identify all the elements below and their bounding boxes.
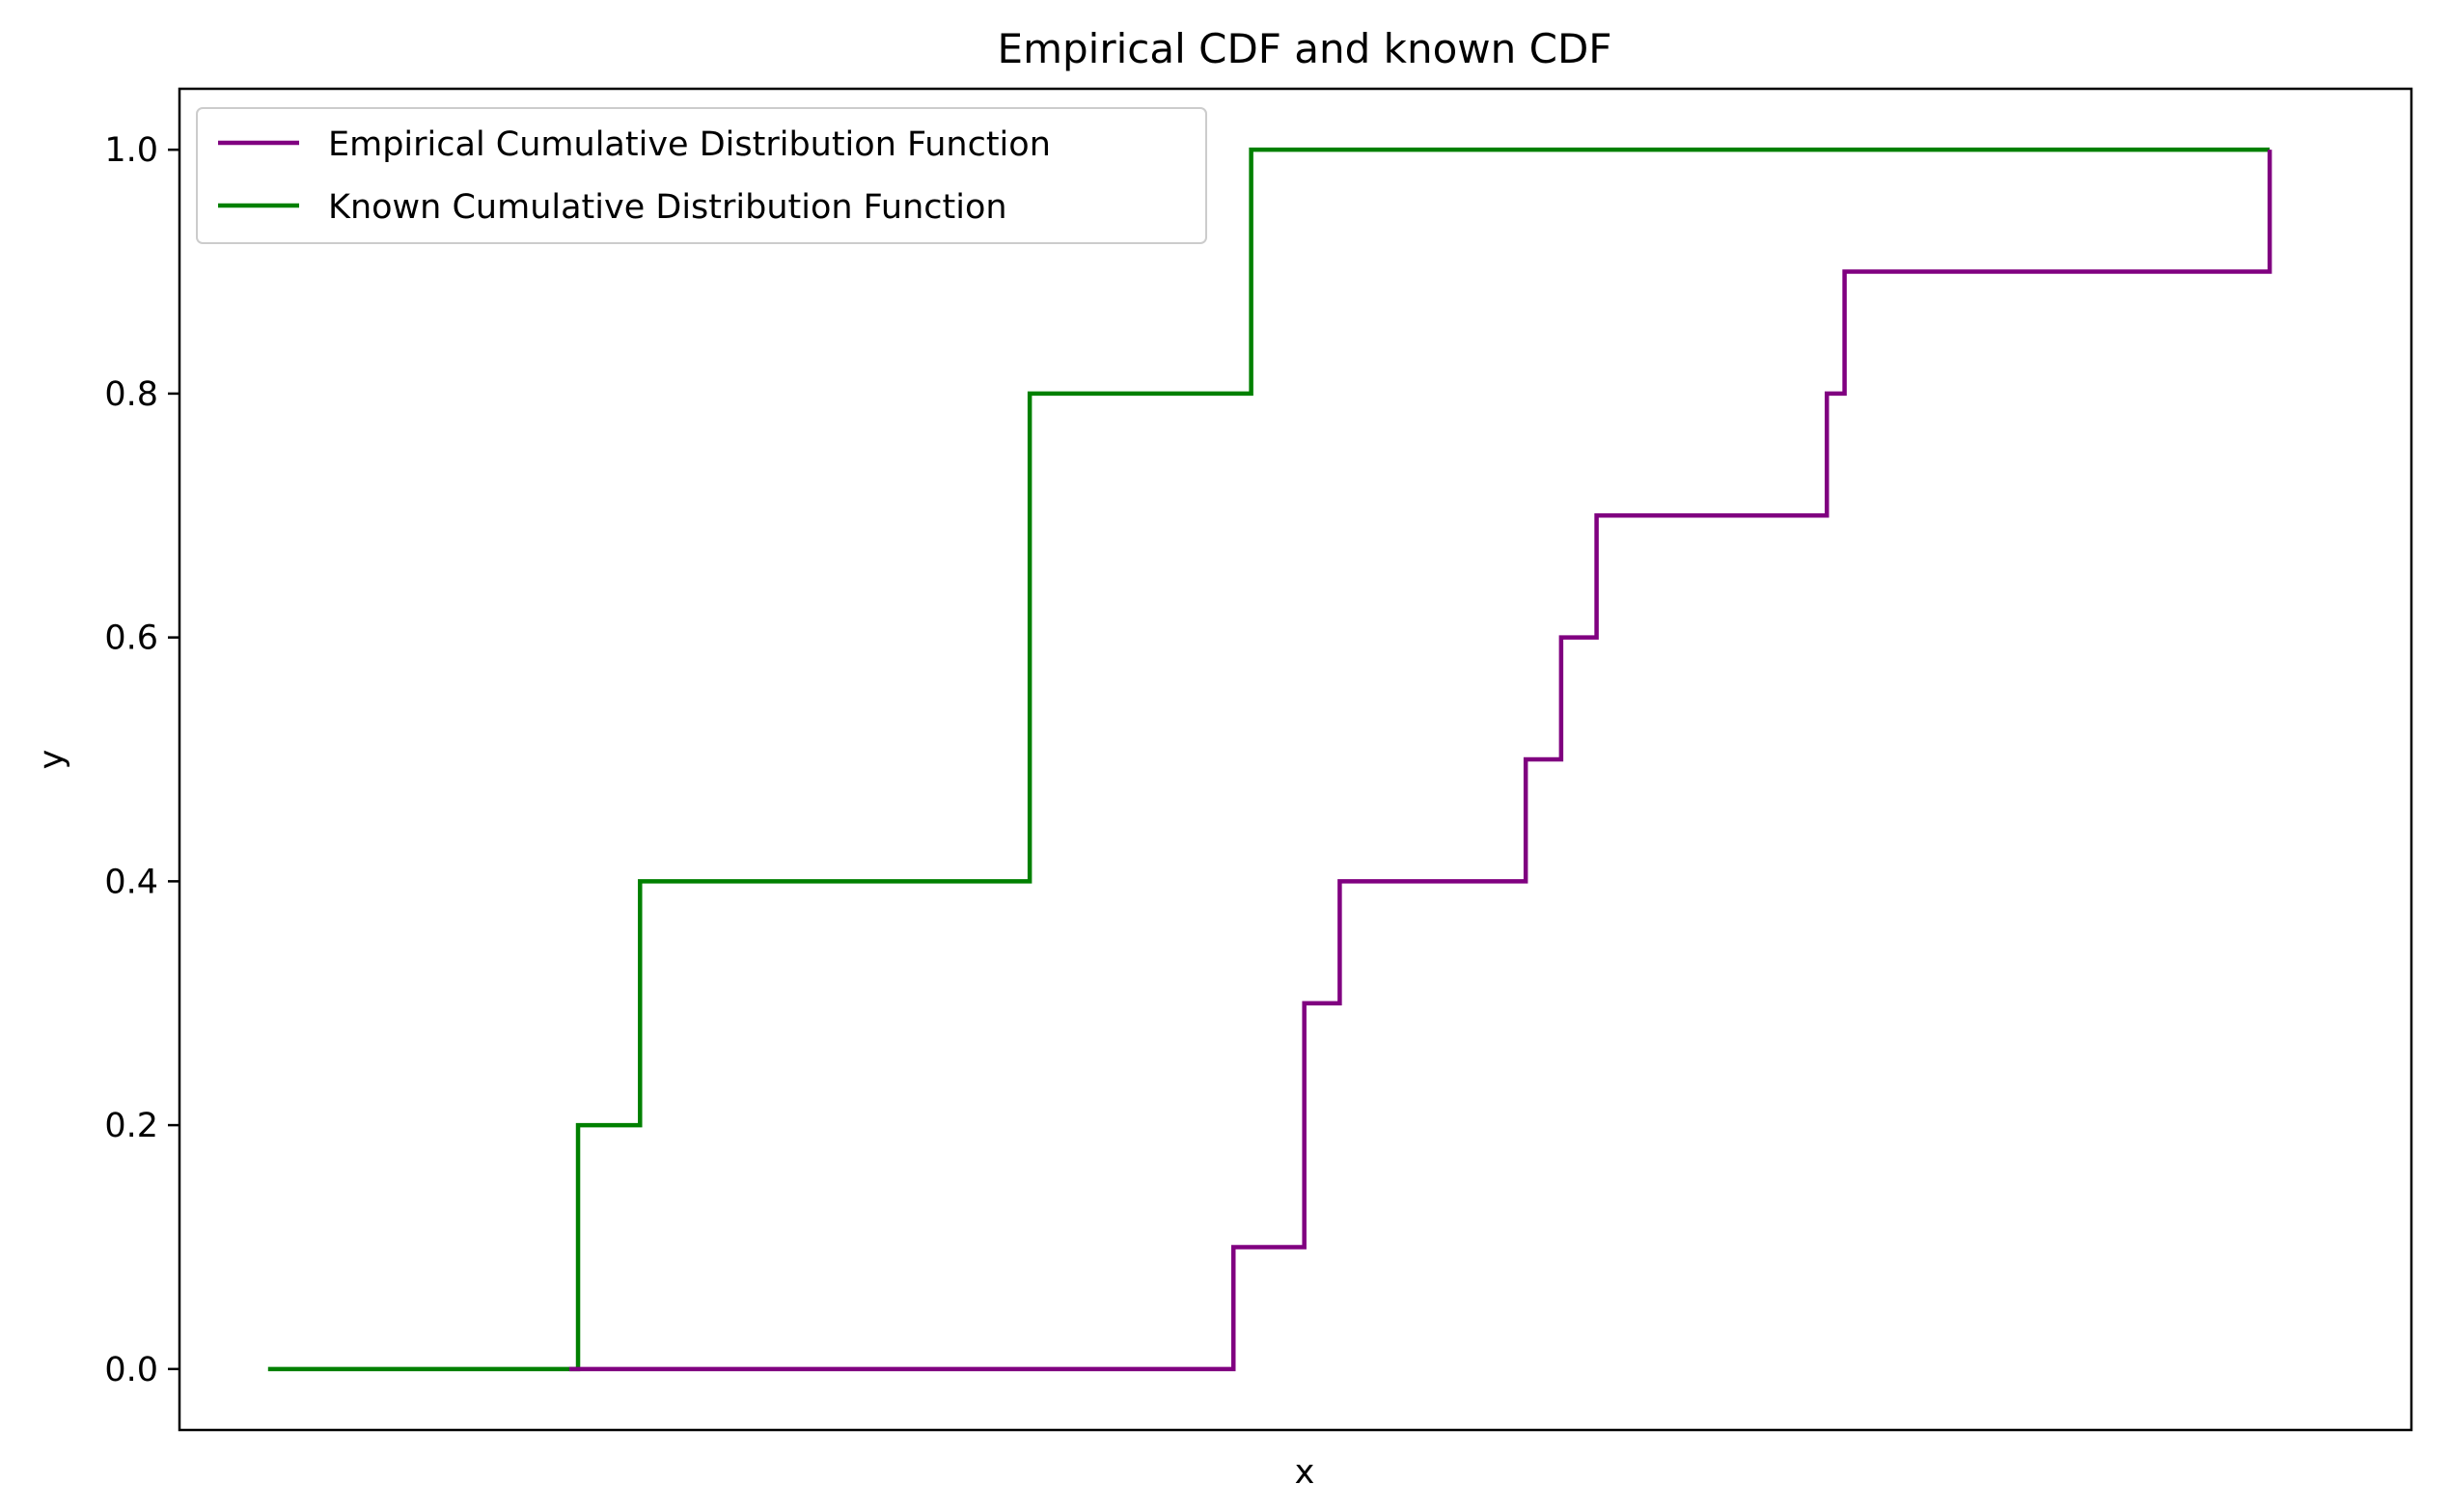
y-tick-label: 0.2 — [104, 1107, 158, 1145]
y-axis-label: y — [33, 750, 71, 770]
x-axis-label: x — [1295, 1453, 1315, 1492]
series-line-empirical — [568, 150, 2272, 1372]
y-axis-ticks: 0.0 0.2 0.4 0.6 0.8 1.0 — [104, 131, 179, 1389]
y-tick-label: 0.4 — [104, 863, 158, 901]
legend-label-empirical: Empirical Cumulative Distribution Functi… — [328, 125, 1051, 164]
legend-label-known: Known Cumulative Distribution Function — [328, 188, 1007, 227]
legend: Empirical Cumulative Distribution Functi… — [196, 107, 1207, 244]
legend-box — [196, 107, 1207, 244]
plot-area-frame — [178, 87, 2413, 1432]
chart-title: Empirical CDF and known CDF — [998, 25, 1612, 72]
plot-series — [267, 147, 2272, 1372]
y-tick-label: 0.0 — [104, 1351, 158, 1389]
y-tick-label: 0.6 — [104, 619, 158, 658]
y-tick-label: 0.8 — [104, 375, 158, 414]
series-line-known — [267, 147, 2271, 1372]
y-tick-label: 1.0 — [104, 131, 158, 170]
